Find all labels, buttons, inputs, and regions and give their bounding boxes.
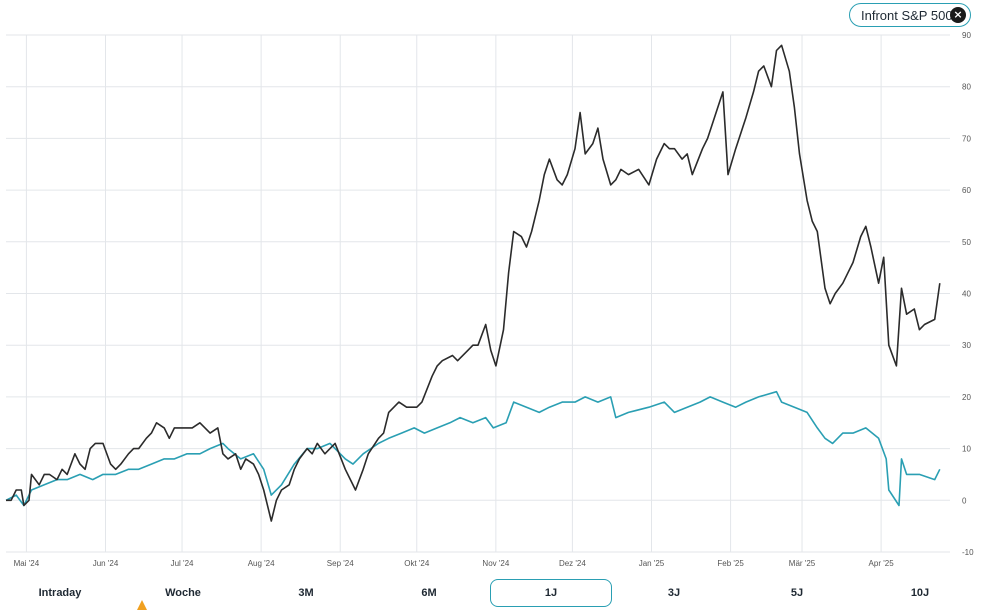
y-tick-label: 50 bbox=[962, 238, 971, 247]
close-icon[interactable]: × bbox=[950, 7, 966, 23]
x-tick-label: Feb '25 bbox=[717, 559, 744, 568]
range-tab-intraday[interactable]: Intraday bbox=[38, 587, 82, 599]
time-range-selector: Intraday Woche 3M 6M 1J 3J 5J 10J bbox=[0, 578, 1000, 610]
range-tab-1j[interactable]: 1J bbox=[490, 579, 612, 607]
range-tab-6m[interactable]: 6M bbox=[421, 587, 437, 599]
range-tab-3j[interactable]: 3J bbox=[667, 587, 681, 599]
x-tick-label: Aug '24 bbox=[248, 559, 275, 568]
x-tick-label: Dez '24 bbox=[559, 559, 586, 568]
y-tick-label: 10 bbox=[962, 445, 971, 454]
x-tick-label: Mai '24 bbox=[14, 559, 40, 568]
primary-series-line bbox=[6, 44, 941, 522]
y-tick-label: 70 bbox=[962, 134, 971, 143]
compare-chip-label: Infront S&P 500 bbox=[861, 7, 953, 23]
x-tick-label: Jan '25 bbox=[639, 559, 665, 568]
range-tab-3m[interactable]: 3M bbox=[298, 587, 314, 599]
x-tick-label: Mär '25 bbox=[789, 559, 816, 568]
y-axis-labels: -10 0 10 20 30 40 50 60 70 80 90 bbox=[962, 31, 974, 557]
x-tick-label: Nov '24 bbox=[482, 559, 509, 568]
series-layer bbox=[5, 44, 941, 522]
x-tick-label: Okt '24 bbox=[404, 559, 430, 568]
y-tick-label: 20 bbox=[962, 393, 971, 402]
y-gridlines bbox=[6, 34, 950, 553]
x-tick-label: Jun '24 bbox=[93, 559, 119, 568]
y-tick-label: -10 bbox=[962, 548, 974, 557]
y-tick-label: 40 bbox=[962, 290, 971, 299]
compare-chip[interactable]: Infront S&P 500 × bbox=[849, 3, 971, 27]
range-tab-10j[interactable]: 10J bbox=[910, 587, 930, 599]
x-axis-labels: Mai '24 Jun '24 Jul '24 Aug '24 Sep '24 Okt '… bbox=[14, 559, 895, 568]
cursor-marker-icon bbox=[137, 600, 147, 610]
x-tick-label: Sep '24 bbox=[327, 559, 354, 568]
line-chart: -10 0 10 20 30 40 50 60 70 80 90 Mai '24 Jun '24 Jul… bbox=[5, 31, 974, 568]
x-tick-label: Jul '24 bbox=[171, 559, 194, 568]
x-tick-label: Apr '25 bbox=[869, 559, 895, 568]
y-tick-label: 80 bbox=[962, 83, 971, 92]
benchmark-series-line bbox=[5, 390, 941, 507]
y-tick-label: 60 bbox=[962, 186, 971, 195]
range-tab-woche[interactable]: Woche bbox=[165, 587, 201, 599]
range-tab-5j[interactable]: 5J bbox=[790, 587, 804, 599]
y-tick-label: 0 bbox=[962, 496, 967, 505]
y-tick-label: 90 bbox=[962, 31, 971, 40]
y-tick-label: 30 bbox=[962, 341, 971, 350]
